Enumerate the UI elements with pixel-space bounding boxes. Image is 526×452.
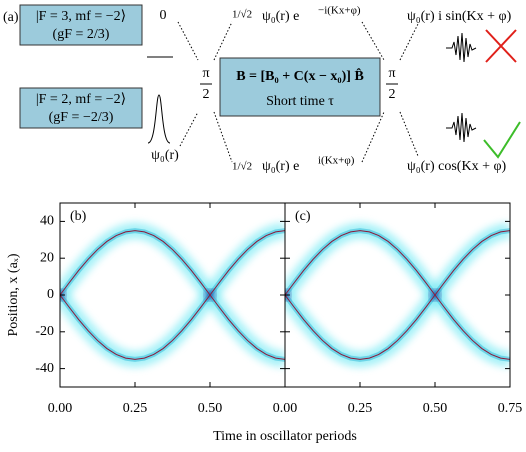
state-g: (gF = 2/3) [53,27,110,42]
exp: −i(Kx+φ) [318,5,361,17]
state-text: 0 [160,8,167,23]
y-tick-label: 40 [40,214,54,229]
coef: 1/√2 [232,9,252,21]
state-g: (gF = −2/3) [49,110,114,125]
pulse: π [388,66,395,81]
x-tick-label: 0.50 [198,401,223,416]
x-tick-label: 0.50 [423,401,448,416]
x-tick-label: 0.00 [48,401,73,416]
x-tick-label: 0.25 [348,401,373,416]
amp: ψ₀(r) e [262,159,299,174]
check [483,121,521,159]
wave-packet [446,32,477,63]
y-tick-label: -40 [35,361,54,376]
x-tick-label: 0.75 [498,401,523,416]
field-eq: B = [B₀ + C(x − x₀)] B̂ [236,67,364,84]
state-box [19,87,143,129]
pulse: 2 [389,87,396,102]
path-line [177,21,233,163]
state-ket: |F = 3, mf = −2⟩ [36,9,126,24]
path-line [361,21,419,163]
curve [59,230,286,360]
field-box [219,57,381,117]
panel-label: (b) [70,209,87,224]
cross [485,29,517,63]
state-text: ψ₀(r) [151,148,179,163]
y-axis-label: Position, x (aₓ) [6,253,21,336]
amp: ψ₀(r) e [262,9,299,24]
gaussian [147,94,171,144]
wave-packet [446,112,477,143]
y-tick-label: 0 [47,287,54,302]
curve [59,230,286,360]
state-text: ψ₀(r) i sin(Kx + φ) [407,9,512,24]
field-time: Short time τ [266,94,334,109]
state-box [19,4,143,46]
curve [284,230,511,360]
pulse: π [202,66,209,81]
curve [284,230,511,360]
plot-background [60,203,285,387]
diagram: (a) |F = 3, mf = −2⟩ (gF = 2/3) |F = 2, … [3,4,521,174]
exp: i(Kx+φ) [318,155,355,167]
x-tick-label: 0.00 [273,401,298,416]
state-text: ψ₀(r) cos(Kx + φ) [407,159,507,174]
y-tick-label: -20 [35,324,54,339]
y-tick-label: 20 [40,250,54,265]
pulse: 2 [203,87,210,102]
panel-label: (a) [3,10,19,25]
coef: 1/√2 [232,161,252,173]
plot-background [285,203,510,387]
x-tick-label: 0.25 [123,401,148,416]
panel-label: (c) [295,209,311,224]
x-axis-label: Time in oscillator periods [213,429,357,444]
charts: -40 -20 0 20 40 0.00 0.25 0.50 (b) Position, x (a… [6,202,523,444]
state-ket: |F = 2, mf = −2⟩ [36,92,126,107]
